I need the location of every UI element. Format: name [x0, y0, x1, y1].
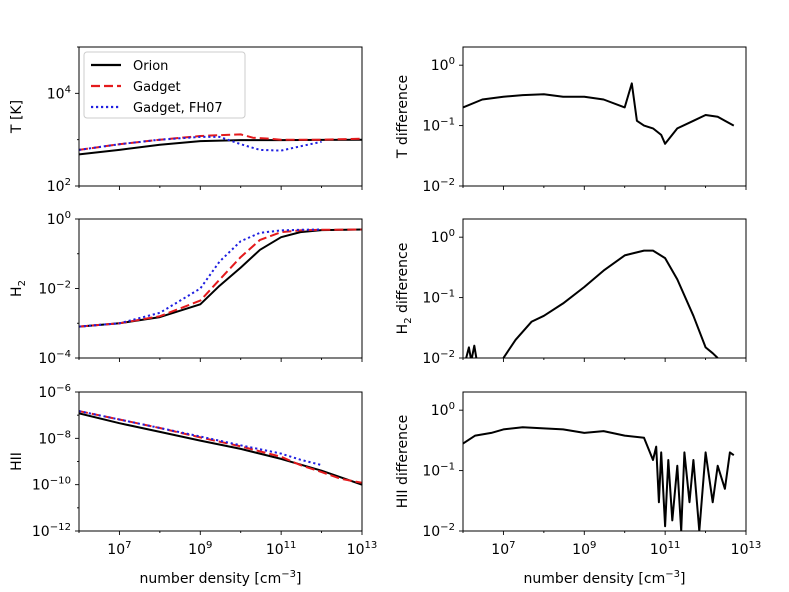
series-line-middle-right-1 [502, 249, 719, 358]
panel-bottom-left: number density [cm−3] HII [9, 391, 363, 587]
series-line-middle-left-1 [79, 228, 362, 328]
legend-label-1: Gadget [133, 80, 181, 95]
y-tick-label-middle-right: 10−1 [422, 289, 455, 307]
axes-frame-bottom-left [78, 391, 363, 532]
x-tick-label-bottom-right: 1011 [650, 540, 681, 558]
series-line-bottom-left-1 [79, 410, 362, 484]
y-tick-label-middle-right: 100 [431, 228, 455, 246]
series-line-top-right-0 [463, 82, 735, 145]
y-tick-label-top-right: 10−1 [422, 117, 455, 135]
x-tick-label-bottom-left: 1013 [347, 540, 378, 558]
axes-frame-top-left [78, 46, 363, 187]
y-tick-label-bottom-right: 100 [431, 401, 455, 419]
panel-top-right: T difference [395, 46, 747, 190]
series-line-bottom-right-0 [463, 426, 735, 531]
x-tick-label-bottom-right: 1013 [731, 540, 762, 558]
y-tick-label-middle-left: 10−4 [38, 349, 71, 367]
series-line-top-left-2 [79, 135, 322, 152]
series-line-middle-left-0 [79, 228, 362, 328]
axes-frame-middle-right [462, 218, 747, 359]
y-tick-label-top-right: 10−2 [422, 177, 455, 195]
axes-frame-top-right [462, 46, 747, 187]
x-tick-label-bottom-left: 109 [188, 540, 212, 558]
legend-label-0: Orion [133, 59, 168, 74]
x-axis-label-bottom-right: number density [cm−3] [524, 569, 686, 587]
legend-label-2: Gadget, FH07 [133, 101, 223, 116]
y-tick-label-middle-right: 10−2 [422, 349, 455, 367]
y-tick-label-bottom-left: 10−10 [32, 476, 71, 494]
series-line-top-left-1 [79, 133, 362, 151]
axes-frame-bottom-right [462, 391, 747, 532]
y-axis-label-middle-left: H2 [9, 280, 28, 297]
y-tick-label-middle-left: 10−2 [38, 280, 71, 298]
series-line-middle-right-0 [465, 344, 478, 358]
y-tick-label-middle-left: 100 [47, 210, 71, 228]
panel-middle-left: H2 [9, 218, 363, 362]
series-line-bottom-left-0 [79, 412, 362, 486]
y-tick-label-bottom-left: 10−8 [38, 429, 71, 447]
x-tick-label-bottom-left: 1011 [266, 540, 297, 558]
series-line-middle-left-2 [79, 228, 322, 328]
y-axis-label-bottom-right: HII difference [395, 415, 411, 509]
panel-bottom-right: number density [cm−3] HII difference [395, 391, 747, 587]
y-tick-label-top-left: 102 [47, 177, 71, 195]
x-tick-label-bottom-right: 107 [491, 540, 515, 558]
y-tick-label-top-right: 100 [431, 56, 455, 74]
y-tick-label-bottom-right: 10−2 [422, 522, 455, 540]
y-tick-label-bottom-left: 10−6 [38, 383, 71, 401]
legend: Orion Gadget Gadget, FH07 [83, 51, 246, 119]
axes-frame-middle-left [78, 218, 363, 359]
y-tick-label-bottom-right: 10−1 [422, 462, 455, 480]
panel-middle-right: H2 difference [395, 218, 747, 362]
y-tick-label-bottom-left: 10−12 [32, 522, 71, 540]
y-axis-label-middle-right: H2 difference [395, 243, 414, 335]
y-axis-label-top-right: T difference [395, 75, 411, 159]
x-axis-label-bottom-left: number density [cm−3] [140, 569, 302, 587]
panel-top-left: T [K] Orion Gadget Gadget, FH07 [9, 46, 363, 190]
x-tick-label-bottom-right: 109 [572, 540, 596, 558]
series-line-top-left-0 [79, 138, 362, 156]
y-tick-label-top-left: 104 [47, 84, 71, 102]
y-axis-label-top-left: T [K] [9, 100, 25, 134]
x-tick-label-bottom-left: 107 [107, 540, 131, 558]
legend-box [83, 51, 246, 119]
y-axis-label-bottom-left: HII [9, 452, 25, 471]
